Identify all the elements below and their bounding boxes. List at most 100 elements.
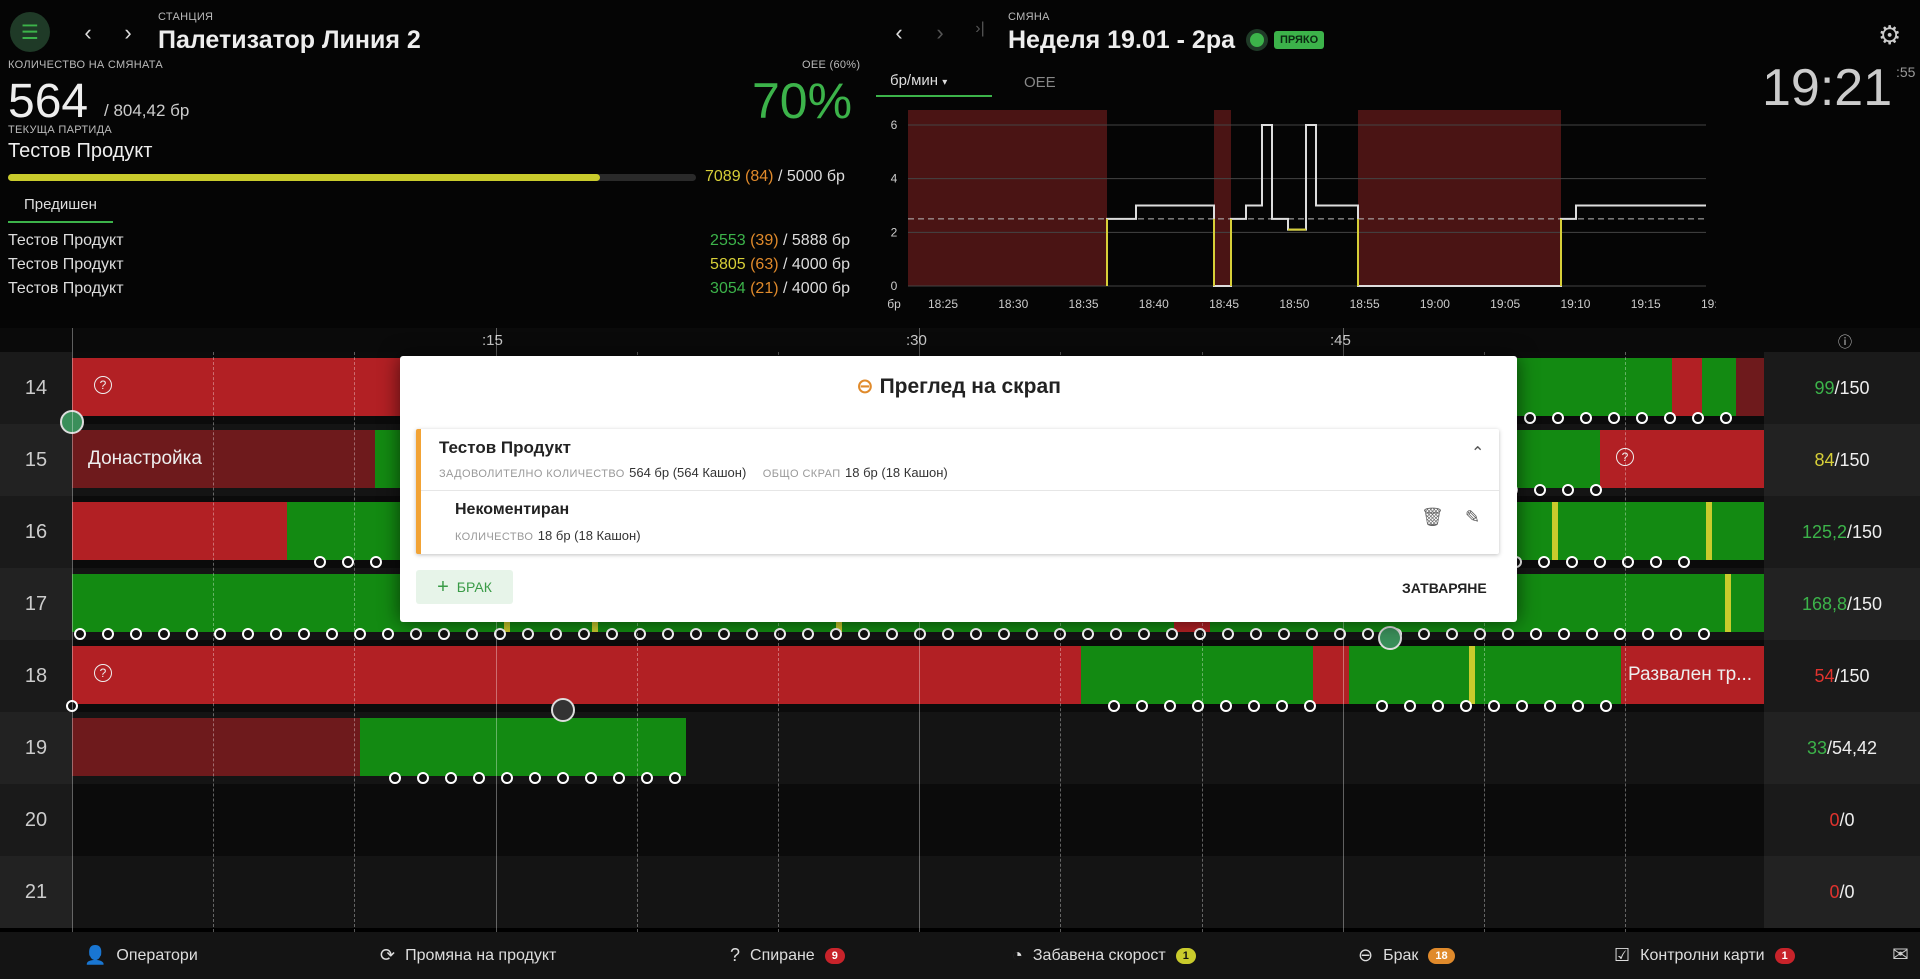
add-scrap-button[interactable]: + БРАК (416, 570, 513, 604)
pallet-dot[interactable] (298, 628, 310, 640)
pallet-dot[interactable] (613, 772, 625, 784)
pallet-dot[interactable] (389, 772, 401, 784)
latest-shift-button[interactable]: ›| (975, 20, 985, 37)
pallet-dot[interactable] (1650, 556, 1662, 568)
pallet-dot[interactable] (1304, 700, 1316, 712)
slow-speed-marker[interactable] (1706, 502, 1712, 560)
pallet-dot[interactable] (1642, 628, 1654, 640)
pallet-dot[interactable] (1334, 628, 1346, 640)
pallet-dot[interactable] (1516, 700, 1528, 712)
slow-speed-marker[interactable] (1469, 646, 1475, 704)
pallet-dot[interactable] (158, 628, 170, 640)
pallet-dot[interactable] (830, 628, 842, 640)
pallet-dot[interactable] (1580, 412, 1592, 424)
pallet-dot[interactable] (494, 628, 506, 640)
timeline-segment[interactable] (287, 502, 400, 560)
toolbar-button[interactable]: 👤 Оператори (84, 932, 198, 979)
pallet-dot[interactable] (1622, 556, 1634, 568)
pallet-dot[interactable] (970, 628, 982, 640)
pallet-dot[interactable] (1594, 556, 1606, 568)
pallet-dot[interactable] (354, 628, 366, 640)
timeline-segment[interactable] (1702, 358, 1736, 416)
timeline-segment[interactable] (1672, 358, 1702, 416)
pallet-dot[interactable] (1108, 700, 1120, 712)
pallet-dot[interactable] (410, 628, 422, 640)
pallet-dot[interactable] (1698, 628, 1710, 640)
pallet-dot[interactable] (1192, 700, 1204, 712)
pallet-dot[interactable] (1600, 700, 1612, 712)
pallet-dot[interactable] (1572, 700, 1584, 712)
info-icon[interactable]: ⓘ (1838, 334, 1852, 350)
pallet-dot[interactable] (1276, 700, 1288, 712)
pallet-dot[interactable] (1692, 412, 1704, 424)
timeline-segment[interactable] (1516, 430, 1600, 488)
pallet-dot[interactable] (1404, 700, 1416, 712)
pallet-dot[interactable] (669, 772, 681, 784)
pallet-dot[interactable] (1636, 412, 1648, 424)
pallet-dot[interactable] (1220, 700, 1232, 712)
toolbar-button[interactable]: ⊖ Брак 18 (1358, 932, 1455, 979)
pallet-dot[interactable] (1524, 412, 1536, 424)
pallet-dot[interactable] (1608, 412, 1620, 424)
menu-button[interactable]: ☰ (10, 12, 50, 52)
toolbar-button[interactable]: ⟳ Промяна на продукт (380, 932, 556, 979)
pallet-dot[interactable] (1194, 628, 1206, 640)
pallet-dot[interactable] (1538, 556, 1550, 568)
question-icon[interactable]: ? (1616, 448, 1634, 466)
pallet-dot[interactable] (886, 628, 898, 640)
pallet-dot[interactable] (1418, 628, 1430, 640)
timeline-segment[interactable] (1349, 646, 1621, 704)
timeline-segment[interactable] (72, 358, 400, 416)
timeline-segment[interactable] (72, 646, 1081, 704)
pallet-dot[interactable] (606, 628, 618, 640)
pallet-dot[interactable] (1670, 628, 1682, 640)
tab-oee[interactable]: OEE (1024, 74, 1056, 91)
pallet-dot[interactable] (417, 772, 429, 784)
question-icon[interactable]: ? (94, 664, 112, 682)
timeline-segment[interactable] (375, 430, 400, 488)
pallet-dot[interactable] (1534, 484, 1546, 496)
checklist-pin-icon[interactable] (1378, 626, 1402, 650)
pallet-dot[interactable] (1678, 556, 1690, 568)
pallet-dot[interactable] (1664, 412, 1676, 424)
next-station-button[interactable]: › (124, 20, 132, 45)
pallet-dot[interactable] (1562, 484, 1574, 496)
pallet-dot[interactable] (314, 556, 326, 568)
pallet-dot[interactable] (130, 628, 142, 640)
pallet-dot[interactable] (858, 628, 870, 640)
timeline-segment[interactable] (72, 718, 360, 776)
prev-station-button[interactable]: ‹ (84, 20, 92, 45)
pallet-dot[interactable] (522, 628, 534, 640)
pallet-dot[interactable] (1376, 700, 1388, 712)
delete-icon[interactable]: 🗑 (1421, 507, 1444, 527)
next-shift-button[interactable]: › (936, 20, 944, 45)
stop-reason-label[interactable]: Развален тр... (1628, 664, 1753, 685)
pallet-dot[interactable] (557, 772, 569, 784)
pallet-dot[interactable] (342, 556, 354, 568)
pallet-dot[interactable] (214, 628, 226, 640)
timeline-segment[interactable] (360, 718, 686, 776)
pallet-dot[interactable] (529, 772, 541, 784)
toolbar-button[interactable]: ◔ Забавена скорост 1 (1012, 932, 1196, 979)
timeline-segment[interactable] (1313, 646, 1349, 704)
pallet-dot[interactable] (1306, 628, 1318, 640)
pallet-dot[interactable] (1250, 628, 1262, 640)
tab-rate[interactable]: бр/мин ▾ (876, 72, 992, 97)
toolbar-button[interactable]: ☑ Контролни карти 1 (1614, 932, 1795, 979)
pallet-dot[interactable] (1164, 700, 1176, 712)
pallet-dot[interactable] (1278, 628, 1290, 640)
pallet-dot[interactable] (382, 628, 394, 640)
pallet-dot[interactable] (1026, 628, 1038, 640)
pallet-dot[interactable] (774, 628, 786, 640)
timeline-segment[interactable] (72, 502, 287, 560)
pallet-dot[interactable] (370, 556, 382, 568)
pallet-dot[interactable] (1138, 628, 1150, 640)
pallet-dot[interactable] (186, 628, 198, 640)
pallet-dot[interactable] (1474, 628, 1486, 640)
pallet-dot[interactable] (914, 628, 926, 640)
pallet-dot[interactable] (998, 628, 1010, 640)
toolbar-button[interactable]: ? Спиране 9 (730, 932, 845, 979)
timeline-segment[interactable] (1081, 646, 1313, 704)
pallet-dot[interactable] (641, 772, 653, 784)
pallet-dot[interactable] (1488, 700, 1500, 712)
